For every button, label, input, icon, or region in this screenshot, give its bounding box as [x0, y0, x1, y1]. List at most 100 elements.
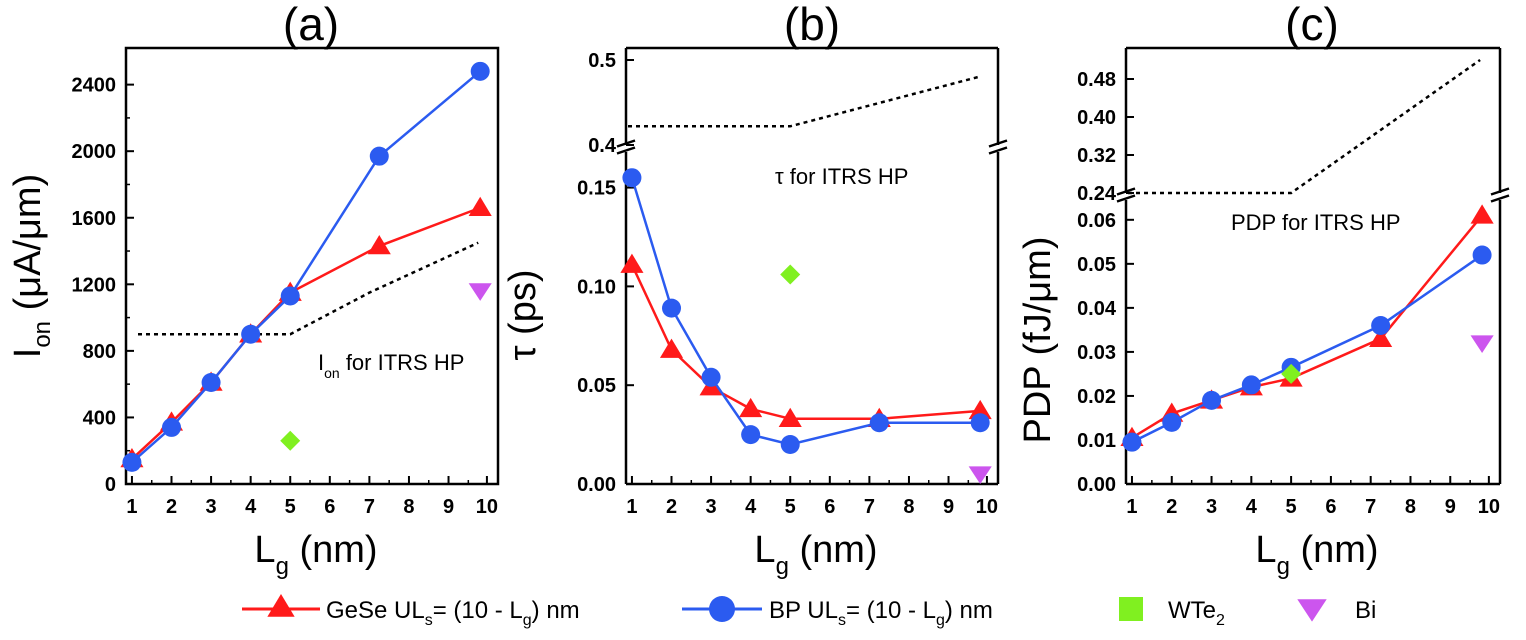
y-tick-label: 0.05 — [577, 375, 616, 397]
axis-break-mark — [988, 139, 1008, 148]
series-line — [630, 177, 981, 446]
x-tick-label: 7 — [1365, 496, 1376, 518]
series-line — [630, 264, 981, 421]
x-tick-label: 3 — [206, 496, 217, 518]
gese-point — [739, 397, 763, 418]
legend-text-part: = (10 - L — [433, 597, 523, 624]
bp-point — [162, 417, 182, 437]
bp-point — [741, 425, 761, 445]
x-tick-label: 10 — [1478, 496, 1500, 518]
x-tick-label: 8 — [403, 496, 414, 518]
wte2-point — [780, 264, 801, 285]
x-tick-label: 3 — [706, 496, 717, 518]
x-tick-label: 9 — [943, 496, 954, 518]
panel-1: 1 2 3 4 5 6 7 8 9 10 0 400 800 1200 1600 2000 2400 (a) Lg … — [7, 0, 500, 580]
series-wte2 — [1281, 363, 1302, 384]
x-axis-title: Lg (nm) — [754, 529, 877, 580]
x-tick-label: 9 — [443, 496, 454, 518]
wte2-point — [280, 430, 301, 451]
bp-point — [1472, 245, 1492, 265]
panel-label: (c) — [1285, 0, 1339, 50]
x-tick-label: 7 — [364, 496, 375, 518]
legend: GeSe ULs= (10 - Lg) nm BP ULs= (10 - Lg) … — [242, 594, 1376, 629]
series-wte2 — [780, 264, 801, 285]
y-axis-title-sub: on — [29, 321, 56, 348]
gese-point — [367, 235, 391, 255]
y-tick-label: 0.01 — [1077, 430, 1116, 452]
gese-point — [1369, 327, 1393, 347]
y-tick-label: 0.03 — [1077, 342, 1116, 364]
legend-wte2-label: WTe2 — [1168, 597, 1225, 629]
y-tick-label: 400 — [83, 407, 116, 429]
y-tick-label: 0.00 — [577, 474, 616, 496]
y-axis-title: τ (ps) — [502, 269, 544, 360]
legend-text-part: BP UL — [769, 597, 838, 624]
itrs-annotation-main: I — [318, 350, 324, 375]
x-tick-label: 8 — [1405, 496, 1416, 518]
legend-text-part: WTe — [1168, 597, 1216, 624]
series-bi — [968, 466, 992, 485]
series-wte2 — [280, 430, 301, 451]
legend-bi-marker — [1297, 599, 1327, 622]
bp-point — [470, 61, 490, 81]
y-tick-label: 1600 — [72, 208, 117, 230]
y-axis-title-main: PDP — [1017, 366, 1059, 443]
y-axis-title: PDP (fJ/μm) — [1017, 237, 1059, 444]
x-tick-label: 5 — [1286, 496, 1297, 518]
legend-gese-label: GeSe ULs= (10 - Lg) nm — [326, 597, 580, 629]
y-tick-label: 0.10 — [577, 276, 616, 298]
x-axis-title-sub: g — [1277, 553, 1290, 580]
axis-break-mark — [988, 146, 1008, 155]
bp-point — [780, 434, 800, 454]
bi-point — [1470, 335, 1494, 354]
x-tick-label: 4 — [745, 496, 757, 518]
legend-text-part: = (10 - L — [846, 597, 936, 624]
wte2-point — [1281, 363, 1302, 384]
y-tick-label: 0.02 — [1077, 386, 1116, 408]
bp-point — [1241, 375, 1261, 395]
x-tick-label: 2 — [1166, 496, 1177, 518]
bp-point — [622, 168, 642, 188]
itrs-hp-line — [1128, 58, 1481, 195]
bp-point — [970, 413, 990, 433]
y-tick-label: 0 — [105, 474, 116, 496]
x-tick-label: 10 — [976, 496, 998, 518]
y-tick-label: 0.04 — [1077, 298, 1117, 320]
x-axis-title: Lg (nm) — [1255, 529, 1378, 580]
legend-bp-marker — [709, 596, 735, 622]
x-tick-label: 5 — [285, 496, 296, 518]
x-tick-label: 2 — [666, 496, 677, 518]
legend-bp-label: BP ULs= (10 - Lg) nm — [769, 597, 993, 629]
y-tick-label: 800 — [83, 341, 116, 363]
legend-gese-marker — [267, 594, 295, 617]
panel-label: (b) — [784, 0, 840, 50]
gese-point — [468, 196, 492, 217]
x-tick-label: 4 — [1246, 496, 1258, 518]
itrs-hp-line — [138, 241, 479, 336]
panel-label: (a) — [283, 0, 339, 50]
bp-point — [201, 372, 221, 392]
x-axis-title-main: L — [754, 529, 775, 571]
itrs-annotation-rest: for ITRS HP — [340, 350, 465, 375]
x-axis-title-sub: g — [276, 553, 289, 580]
x-axis-title-rest: (nm) — [289, 529, 378, 571]
legend-text-sub: g — [523, 612, 532, 629]
axis-break-mark — [1490, 194, 1510, 203]
y-tick-label: 0.48 — [1077, 69, 1116, 91]
x-tick-label: 10 — [476, 496, 498, 518]
bp-point — [280, 286, 300, 306]
x-axis-title-main: L — [1255, 529, 1276, 571]
x-tick-label: 4 — [245, 496, 257, 518]
y-tick-label: 0.05 — [1077, 254, 1116, 276]
y-tick-label: 0.5 — [588, 50, 616, 72]
bp-point — [122, 452, 142, 472]
x-tick-label: 3 — [1206, 496, 1217, 518]
y-axis-title-rest: (ps) — [502, 269, 544, 345]
x-tick-label: 1 — [1126, 496, 1137, 518]
bp-point — [662, 298, 682, 318]
gese-point — [620, 253, 644, 273]
legend-text-sub: 2 — [1216, 612, 1225, 629]
axis-break-mark — [1490, 187, 1510, 196]
x-tick-label: 6 — [824, 496, 835, 518]
